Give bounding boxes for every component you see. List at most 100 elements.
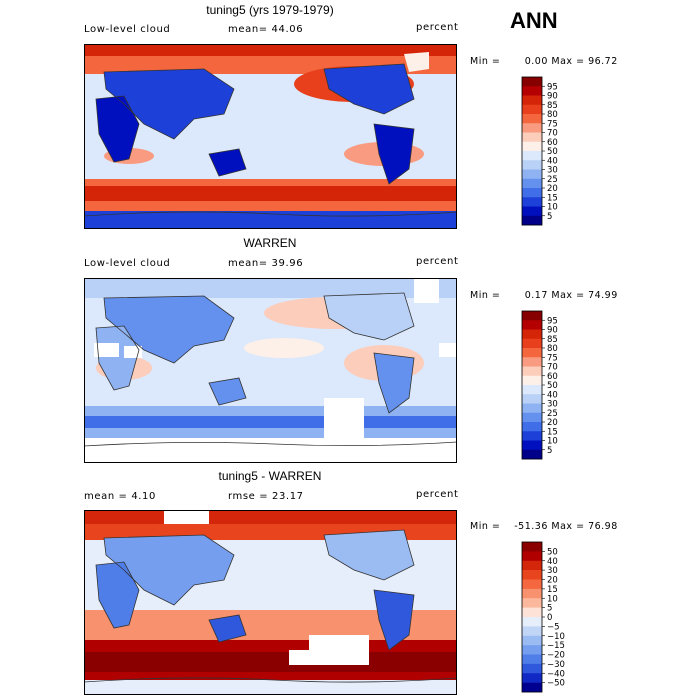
panel2-max-value: 74.99	[588, 290, 618, 301]
colorbar3-label: 50	[547, 547, 558, 557]
colorbar3-box	[522, 607, 542, 618]
colorbar1-box	[522, 77, 542, 87]
colorbar1-box	[522, 206, 542, 217]
colorbar2-label: 90	[547, 326, 558, 336]
map2-arctic-band	[84, 278, 457, 298]
colorbar3-box	[522, 645, 542, 655]
colorbar3-box	[522, 570, 542, 580]
colorbar3-box	[522, 673, 542, 683]
colorbar2-label: 25	[547, 409, 558, 419]
map2-missing-4	[324, 398, 364, 438]
panel1-mean-value: 44.06	[271, 24, 304, 35]
colorbar2-label: 10	[547, 437, 558, 447]
colorbar3-label: −30	[547, 660, 565, 670]
panel1-max-value: 96.72	[588, 56, 618, 67]
colorbar3-box	[522, 663, 542, 674]
map3-arctic-core	[84, 510, 457, 524]
colorbar3-label: −50	[547, 679, 565, 689]
colorbar3-label: −5	[547, 622, 560, 632]
colorbar3-box	[522, 542, 542, 552]
panel3-rmse-label: rmse =	[228, 491, 269, 502]
map-tuning5	[84, 44, 457, 229]
map2-coastlines	[84, 292, 457, 447]
map3-coast-australia	[208, 614, 247, 643]
map3-frame	[84, 510, 457, 695]
colorbar2-box	[522, 338, 542, 349]
map1-namerica	[324, 64, 414, 114]
colorbar2-box	[522, 385, 542, 395]
map2-missing-2	[124, 346, 142, 358]
map1-eurasia	[104, 69, 234, 139]
map1-greenland	[404, 52, 429, 72]
colorbar1-box	[522, 114, 542, 124]
colorbar2-box	[522, 412, 542, 423]
map2-coast-eurasia	[103, 295, 235, 364]
panel3-units: percent	[416, 489, 459, 500]
colorbar1-box	[522, 169, 542, 180]
colorbar1-box	[522, 178, 542, 189]
colorbar2-box	[522, 422, 542, 432]
map3-australia	[209, 615, 246, 642]
colorbar3-box	[522, 617, 542, 627]
panel3-mean-label: mean =	[84, 491, 128, 502]
colorbar3-box	[522, 551, 542, 562]
colorbar1-box	[522, 104, 542, 115]
colorbar1-box	[522, 141, 542, 152]
panel3-min-label: Min =	[470, 521, 501, 532]
panel2-max-label: Max =	[551, 290, 585, 301]
colorbar2-box	[522, 311, 542, 321]
panel2-mean: mean= 39.96	[228, 258, 303, 269]
map3-coastlines	[84, 529, 457, 683]
map1-arctic-core	[84, 44, 457, 56]
colorbar2-label: 80	[547, 344, 558, 354]
colorbar3-box	[522, 654, 542, 665]
panel2-minmax: Min = 0.17 Max = 74.99	[470, 290, 618, 301]
colorbar3-box	[522, 588, 542, 599]
panel2-min-value: 0.17	[524, 290, 548, 301]
map2-coast-africa	[95, 325, 140, 391]
colorbar3-label: 0	[547, 613, 552, 623]
panel2-mean-label: mean=	[228, 258, 268, 269]
season-label: ANN	[510, 8, 558, 33]
panel1-variable-label: Low-level cloud	[84, 24, 171, 35]
colorbar3-box	[522, 598, 542, 608]
colorbar1-label: 10	[547, 203, 558, 213]
colorbar1-label: 85	[547, 101, 558, 111]
colorbar1-box	[522, 188, 542, 198]
colorbar1-label: 75	[547, 119, 558, 129]
colorbar1-label: 40	[547, 156, 558, 166]
map2-coast-namerica	[323, 292, 415, 341]
map3-coast-samerica	[373, 589, 415, 651]
map1-frame	[84, 44, 457, 229]
colorbar3-label: 10	[547, 594, 558, 604]
colorbar3-label: 5	[547, 604, 552, 614]
map2-southern-core	[84, 416, 457, 428]
map2-eurasia	[104, 296, 234, 363]
colorbar3-label: 20	[547, 576, 558, 586]
map1-coastlines	[84, 63, 457, 217]
panel2-variable-label: Low-level cloud	[84, 258, 171, 269]
panel3-max-value: 76.98	[588, 521, 618, 532]
map2-frame	[84, 278, 457, 463]
colorbar3-label: −20	[547, 651, 565, 661]
panel3-min-value: -51.36	[514, 521, 548, 532]
map1-coast-africa	[95, 95, 140, 163]
map-difference	[84, 510, 457, 695]
map2-africa	[96, 326, 139, 390]
colorbar1-box	[522, 151, 542, 161]
map2-coast-samerica	[373, 352, 415, 414]
map2-antarctica-missing	[84, 438, 457, 463]
colorbar1-box	[522, 197, 542, 207]
colorbar1-label: 5	[547, 212, 552, 222]
colorbar2-box	[522, 329, 542, 340]
colorbar2-label: 20	[547, 418, 558, 428]
colorbar2-box	[522, 320, 542, 330]
colorbar3-box	[522, 626, 542, 637]
map-warren	[84, 278, 457, 463]
map1-southern-core	[84, 186, 457, 201]
colorbar3-box	[522, 579, 542, 590]
colorbar2-label: 60	[547, 372, 558, 382]
